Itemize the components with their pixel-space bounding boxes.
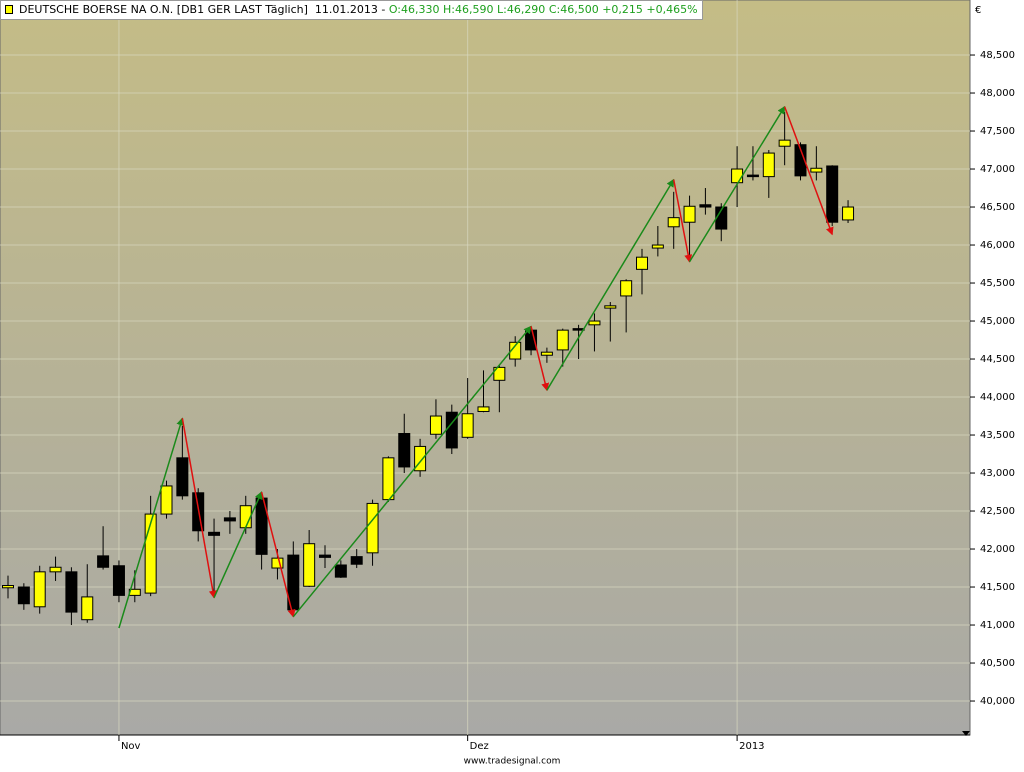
candle-body xyxy=(176,457,189,497)
quote-high: H:46,590 xyxy=(443,3,494,16)
y-tick-label: 44,500 xyxy=(980,354,1015,365)
footer: www.tradesignal.com xyxy=(464,757,561,767)
zigzag-segment xyxy=(213,491,263,598)
y-tick-label: 45,500 xyxy=(980,278,1015,289)
y-tick-label: 46,500 xyxy=(980,202,1015,213)
candle-body xyxy=(667,217,680,228)
candle-body xyxy=(2,585,14,589)
candle-body xyxy=(223,517,236,522)
date: 11.01.2013 - xyxy=(314,3,386,16)
zigzag-segment xyxy=(118,417,185,629)
grid xyxy=(0,0,970,735)
candle-body xyxy=(144,513,157,594)
scroll-marker xyxy=(962,731,970,736)
y-tick-label: 43,500 xyxy=(980,430,1015,441)
candle-body xyxy=(112,565,125,596)
y-tick-label: 47,500 xyxy=(980,126,1015,137)
candle-body xyxy=(762,152,775,178)
candle-body xyxy=(683,205,696,223)
candle-body xyxy=(271,557,284,569)
candle-body xyxy=(588,320,601,326)
currency: € xyxy=(975,5,981,16)
candle-body xyxy=(826,165,839,223)
zigzag-segment xyxy=(260,491,296,618)
plot-area xyxy=(0,0,971,736)
zigzag xyxy=(118,105,834,629)
candle-body xyxy=(319,554,331,558)
candle-body xyxy=(461,413,474,438)
candle-body xyxy=(778,139,791,147)
y-tick-label: 48,000 xyxy=(980,88,1015,99)
candle-body xyxy=(398,433,411,468)
candle-body xyxy=(350,556,363,565)
candle-body xyxy=(651,244,664,249)
candle-body xyxy=(731,168,744,184)
quote-close: C:46,500 xyxy=(548,3,599,16)
header: DEUTSCHE BOERSE NA O.N. [DB1 GER LAST Tä… xyxy=(0,0,703,20)
candle-body xyxy=(477,406,490,412)
zigzag-segment xyxy=(181,418,217,599)
zigzag-segment xyxy=(783,106,834,236)
candle-body xyxy=(334,564,347,578)
y-tick-label: 43,000 xyxy=(980,468,1015,479)
y-tick-label: 40,500 xyxy=(980,658,1015,669)
candle-body xyxy=(208,531,221,536)
candle-body xyxy=(620,280,633,297)
y-tick-label: 42,500 xyxy=(980,506,1015,517)
candle-body xyxy=(540,351,553,356)
candle-body xyxy=(414,445,427,472)
y-tick-label: 40,000 xyxy=(980,696,1015,707)
candle-body xyxy=(160,485,173,515)
candle-body xyxy=(239,505,252,529)
candle-body xyxy=(746,174,759,178)
zigzag-segment xyxy=(292,325,532,618)
title: DEUTSCHE BOERSE NA O.N. [DB1 GER LAST Tä… xyxy=(19,3,308,16)
candle-body xyxy=(17,586,30,605)
y-tick-label: 45,000 xyxy=(980,316,1015,327)
candle-body xyxy=(65,571,78,613)
zigzag-segment xyxy=(546,178,675,391)
candle-body xyxy=(303,543,316,587)
quote-change-pct: +0,465% xyxy=(646,3,698,16)
candle-body xyxy=(382,457,395,501)
candle-body xyxy=(636,256,648,270)
x-tick-label: Nov xyxy=(121,741,141,752)
candle-body xyxy=(842,206,855,221)
y-tick-label: 48,500 xyxy=(980,50,1015,61)
candle-body xyxy=(49,566,62,573)
quote-low: L:46,290 xyxy=(496,3,546,16)
quote-change: +0,215 xyxy=(602,3,643,16)
zigzag-segment xyxy=(688,105,786,263)
x-tick-label: Dez xyxy=(470,741,489,752)
candle-body xyxy=(509,341,522,360)
quote-open: O:46,330 xyxy=(388,3,440,16)
candle-body xyxy=(794,144,807,177)
candle-body xyxy=(493,366,506,381)
candle-body xyxy=(81,596,94,621)
y-tick-label: 46,000 xyxy=(980,240,1015,251)
candle-body xyxy=(556,329,569,351)
candle-body xyxy=(429,415,442,435)
candle-body xyxy=(97,555,110,568)
x-tick-label: 2013 xyxy=(739,741,764,752)
candle-body xyxy=(33,571,46,608)
candle-body xyxy=(366,502,379,554)
zigzag-segment xyxy=(530,326,550,392)
y-tick-label: 41,000 xyxy=(980,620,1015,631)
y-tick-label: 41,500 xyxy=(980,582,1015,593)
y-tick-label: 44,000 xyxy=(980,392,1015,403)
candle-body xyxy=(699,204,712,208)
y-tick-label: 47,000 xyxy=(980,164,1015,175)
candle-body xyxy=(810,167,823,173)
y-tick-label: 42,000 xyxy=(980,544,1015,555)
candle-body xyxy=(604,305,617,309)
zigzag-segment xyxy=(672,179,693,263)
icon xyxy=(5,5,13,14)
